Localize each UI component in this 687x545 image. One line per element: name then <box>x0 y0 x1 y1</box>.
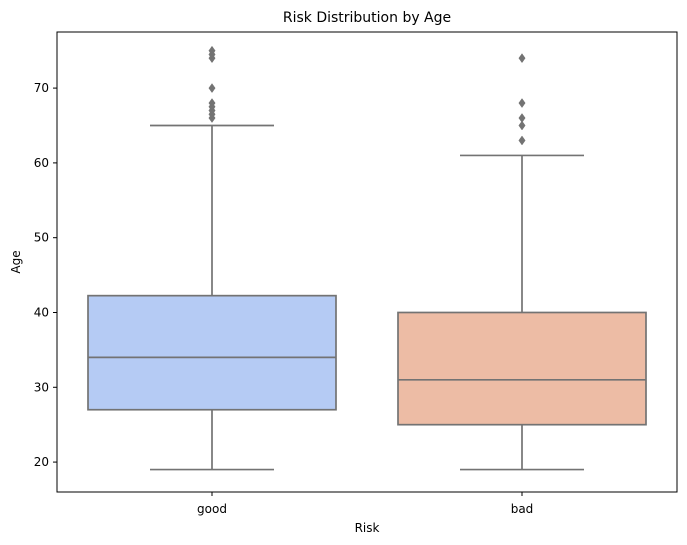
y-tick-label: 30 <box>34 380 49 394</box>
x-tick-label: bad <box>511 502 534 516</box>
box-good <box>87 45 337 471</box>
y-tick-label: 50 <box>34 231 49 245</box>
outlier-point <box>518 135 526 146</box>
outlier-point <box>518 113 526 123</box>
y-tick-label: 70 <box>34 81 49 95</box>
y-tick-label: 60 <box>34 156 49 170</box>
outlier-point <box>518 98 526 108</box>
iqr-box-bad <box>397 311 647 426</box>
outlier-point <box>208 45 216 56</box>
y-tick-label: 20 <box>34 455 49 469</box>
plot-area <box>56 31 678 493</box>
iqr-box-good <box>87 294 337 411</box>
x-axis: good bad <box>197 492 533 516</box>
plot-frame <box>56 31 678 493</box>
y-axis-label: Age <box>9 250 23 273</box>
outlier-point <box>208 98 216 108</box>
outlier-point <box>518 120 526 131</box>
y-axis: 20 30 40 50 60 70 <box>34 81 57 469</box>
box-bad <box>397 53 647 471</box>
outlier-point <box>518 53 526 64</box>
x-tick-label: good <box>197 502 227 516</box>
outlier-point <box>208 83 216 94</box>
y-tick-label: 40 <box>34 305 49 319</box>
x-axis-label: Risk <box>355 521 380 535</box>
chart-title: Risk Distribution by Age <box>283 10 451 26</box>
